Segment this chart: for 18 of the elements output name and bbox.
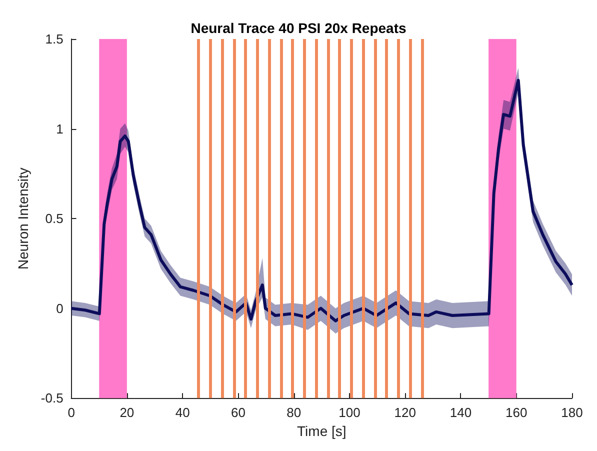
- x-tick-label: 120: [394, 405, 416, 420]
- y-tick-label: 0.5: [45, 211, 64, 226]
- x-tick-label: 40: [175, 405, 190, 420]
- y-axis-title: Neuron Intensity: [15, 168, 31, 270]
- x-tick-label: 100: [338, 405, 360, 420]
- x-tick-label: 180: [561, 405, 583, 420]
- chart-title: Neural Trace 40 PSI 20x Repeats: [190, 20, 406, 36]
- y-tick-label: 1: [56, 121, 64, 136]
- x-tick-label: 80: [286, 405, 302, 420]
- x-tick-label: 0: [68, 405, 75, 420]
- x-tick-label: 160: [506, 405, 528, 420]
- x-axis-title: Time [s]: [297, 423, 346, 439]
- x-tick-label: 60: [230, 405, 246, 420]
- y-tick-label: -0.5: [40, 390, 64, 406]
- y-tick-label: 0: [56, 300, 64, 316]
- x-tick-label: 140: [450, 405, 472, 420]
- y-tick-label: 1.5: [45, 32, 64, 46]
- x-tick-label: 20: [120, 405, 134, 420]
